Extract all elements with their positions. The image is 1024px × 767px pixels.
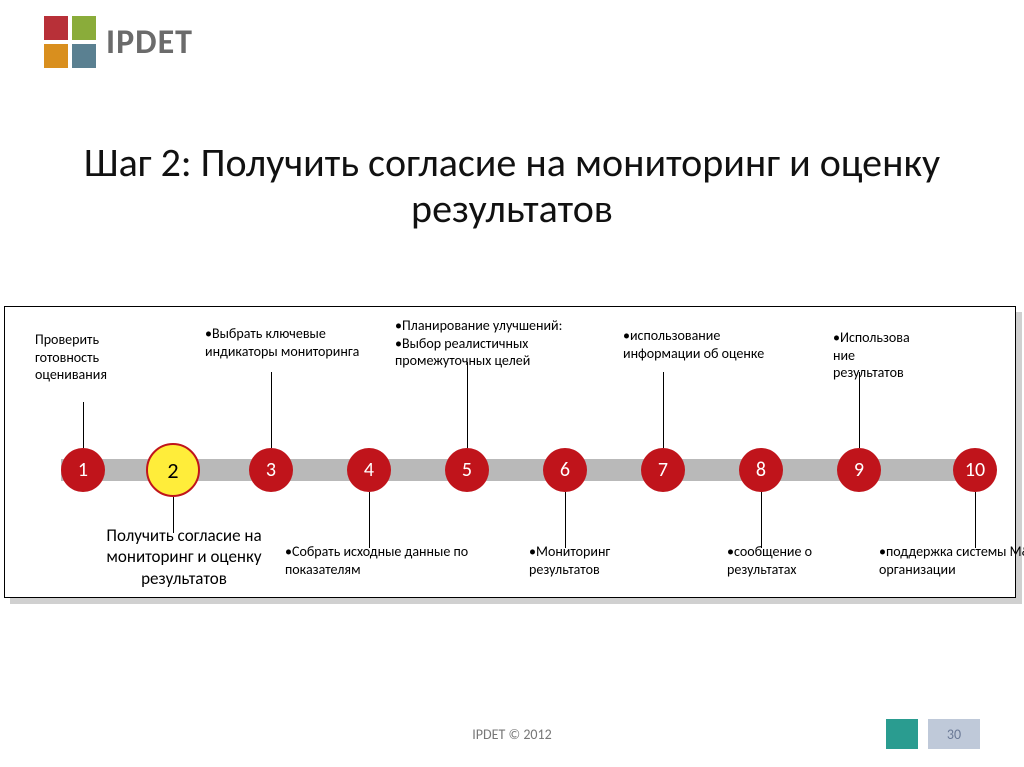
timeline-node-1: 1 — [61, 448, 105, 492]
timeline-connector-4 — [369, 492, 370, 548]
timeline-label-9: •Использованиерезультатов — [833, 329, 963, 382]
slide-title: Шаг 2: Получить согласие на мониторинг и… — [0, 140, 1024, 232]
timeline-label-4: •Собрать исходные данные по показателям — [285, 543, 485, 578]
timeline-label-8: •сообщение о результатах — [727, 543, 867, 578]
timeline-node-10: 10 — [953, 448, 997, 492]
logo-sq-1 — [44, 16, 68, 40]
timeline-node-7: 7 — [641, 448, 685, 492]
timeline-node-3: 3 — [249, 448, 293, 492]
timeline-label-3: •Выбрать ключевые индикаторы мониторинга — [205, 325, 375, 360]
logo-sq-3 — [44, 44, 68, 68]
timeline-connector-1 — [83, 402, 84, 448]
timeline-connector-8 — [761, 492, 762, 548]
timeline-node-5: 5 — [445, 448, 489, 492]
timeline-label-6: •Мониторинг результатов — [529, 543, 659, 578]
logo-text: IPDET — [106, 22, 193, 63]
timeline-connector-6 — [565, 492, 566, 548]
logo-sq-2 — [72, 16, 96, 40]
timeline-label-2: Получить согласие на мониторинг и оценку… — [89, 525, 279, 589]
timeline-connector-3 — [271, 372, 272, 448]
timeline-label-1: Проверить готовность оценивания — [35, 331, 155, 384]
timeline-connector-7 — [663, 372, 664, 448]
timeline-node-4: 4 — [347, 448, 391, 492]
logo: IPDET — [44, 16, 193, 68]
timeline-label-10: •поддержка системы M&E в организации — [879, 543, 1024, 578]
footer-accent-block — [886, 719, 918, 749]
timeline-node-9: 9 — [837, 448, 881, 492]
slide: IPDET Шаг 2: Получить согласие на монито… — [0, 0, 1024, 767]
timeline-connector-9 — [859, 372, 860, 448]
timeline-connector-5 — [467, 362, 468, 448]
footer-text: IPDET © 2012 — [0, 726, 1024, 743]
timeline-label-5: •Планирование улучшений:•Выбор реалистич… — [395, 317, 605, 370]
timeline-connector-10 — [975, 492, 976, 548]
logo-squares — [44, 16, 96, 68]
footer-page-number: 30 — [928, 719, 980, 749]
timeline-label-7: •использование информации об оценке — [623, 327, 783, 362]
timeline-node-6: 6 — [543, 448, 587, 492]
diagram-box: 1 Проверить готовность оценивания 2 Получит… — [4, 306, 1016, 598]
timeline-node-8: 8 — [739, 448, 783, 492]
timeline-node-2: 2 — [146, 443, 200, 497]
logo-sq-4 — [72, 44, 96, 68]
